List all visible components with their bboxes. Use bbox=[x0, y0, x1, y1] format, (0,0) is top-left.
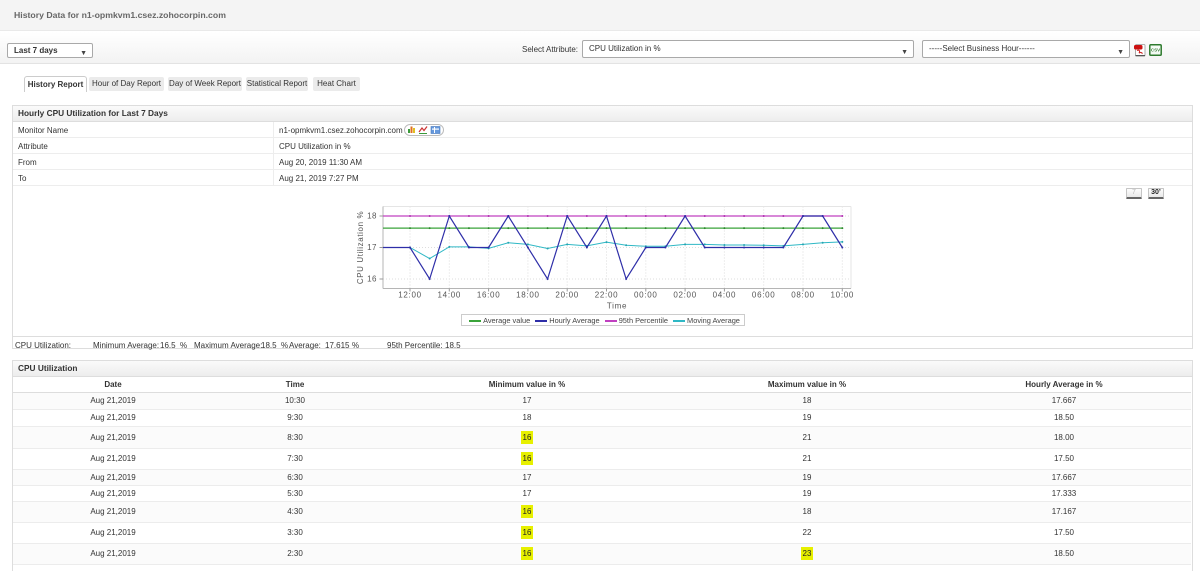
svg-text:Time: Time bbox=[607, 302, 627, 311]
svg-text:06:00: 06:00 bbox=[752, 291, 776, 300]
svg-text:16: 16 bbox=[367, 275, 377, 284]
svg-text:00:00: 00:00 bbox=[634, 291, 658, 300]
svg-text:14:00: 14:00 bbox=[438, 291, 462, 300]
svg-text:CSV: CSV bbox=[1151, 48, 1160, 53]
svg-text:CPU Utilization %: CPU Utilization % bbox=[356, 211, 365, 284]
svg-text:18:00: 18:00 bbox=[516, 291, 540, 300]
svg-text:20:00: 20:00 bbox=[555, 291, 579, 300]
svg-text:10:00: 10:00 bbox=[831, 291, 855, 300]
svg-text:04:00: 04:00 bbox=[713, 291, 737, 300]
svg-text:18: 18 bbox=[367, 212, 377, 221]
svg-text:12:00: 12:00 bbox=[398, 291, 422, 300]
svg-text:02:00: 02:00 bbox=[673, 291, 697, 300]
svg-text:17: 17 bbox=[367, 243, 377, 252]
svg-text:16:00: 16:00 bbox=[477, 291, 501, 300]
svg-text:08:00: 08:00 bbox=[791, 291, 815, 300]
svg-text:22:00: 22:00 bbox=[595, 291, 619, 300]
